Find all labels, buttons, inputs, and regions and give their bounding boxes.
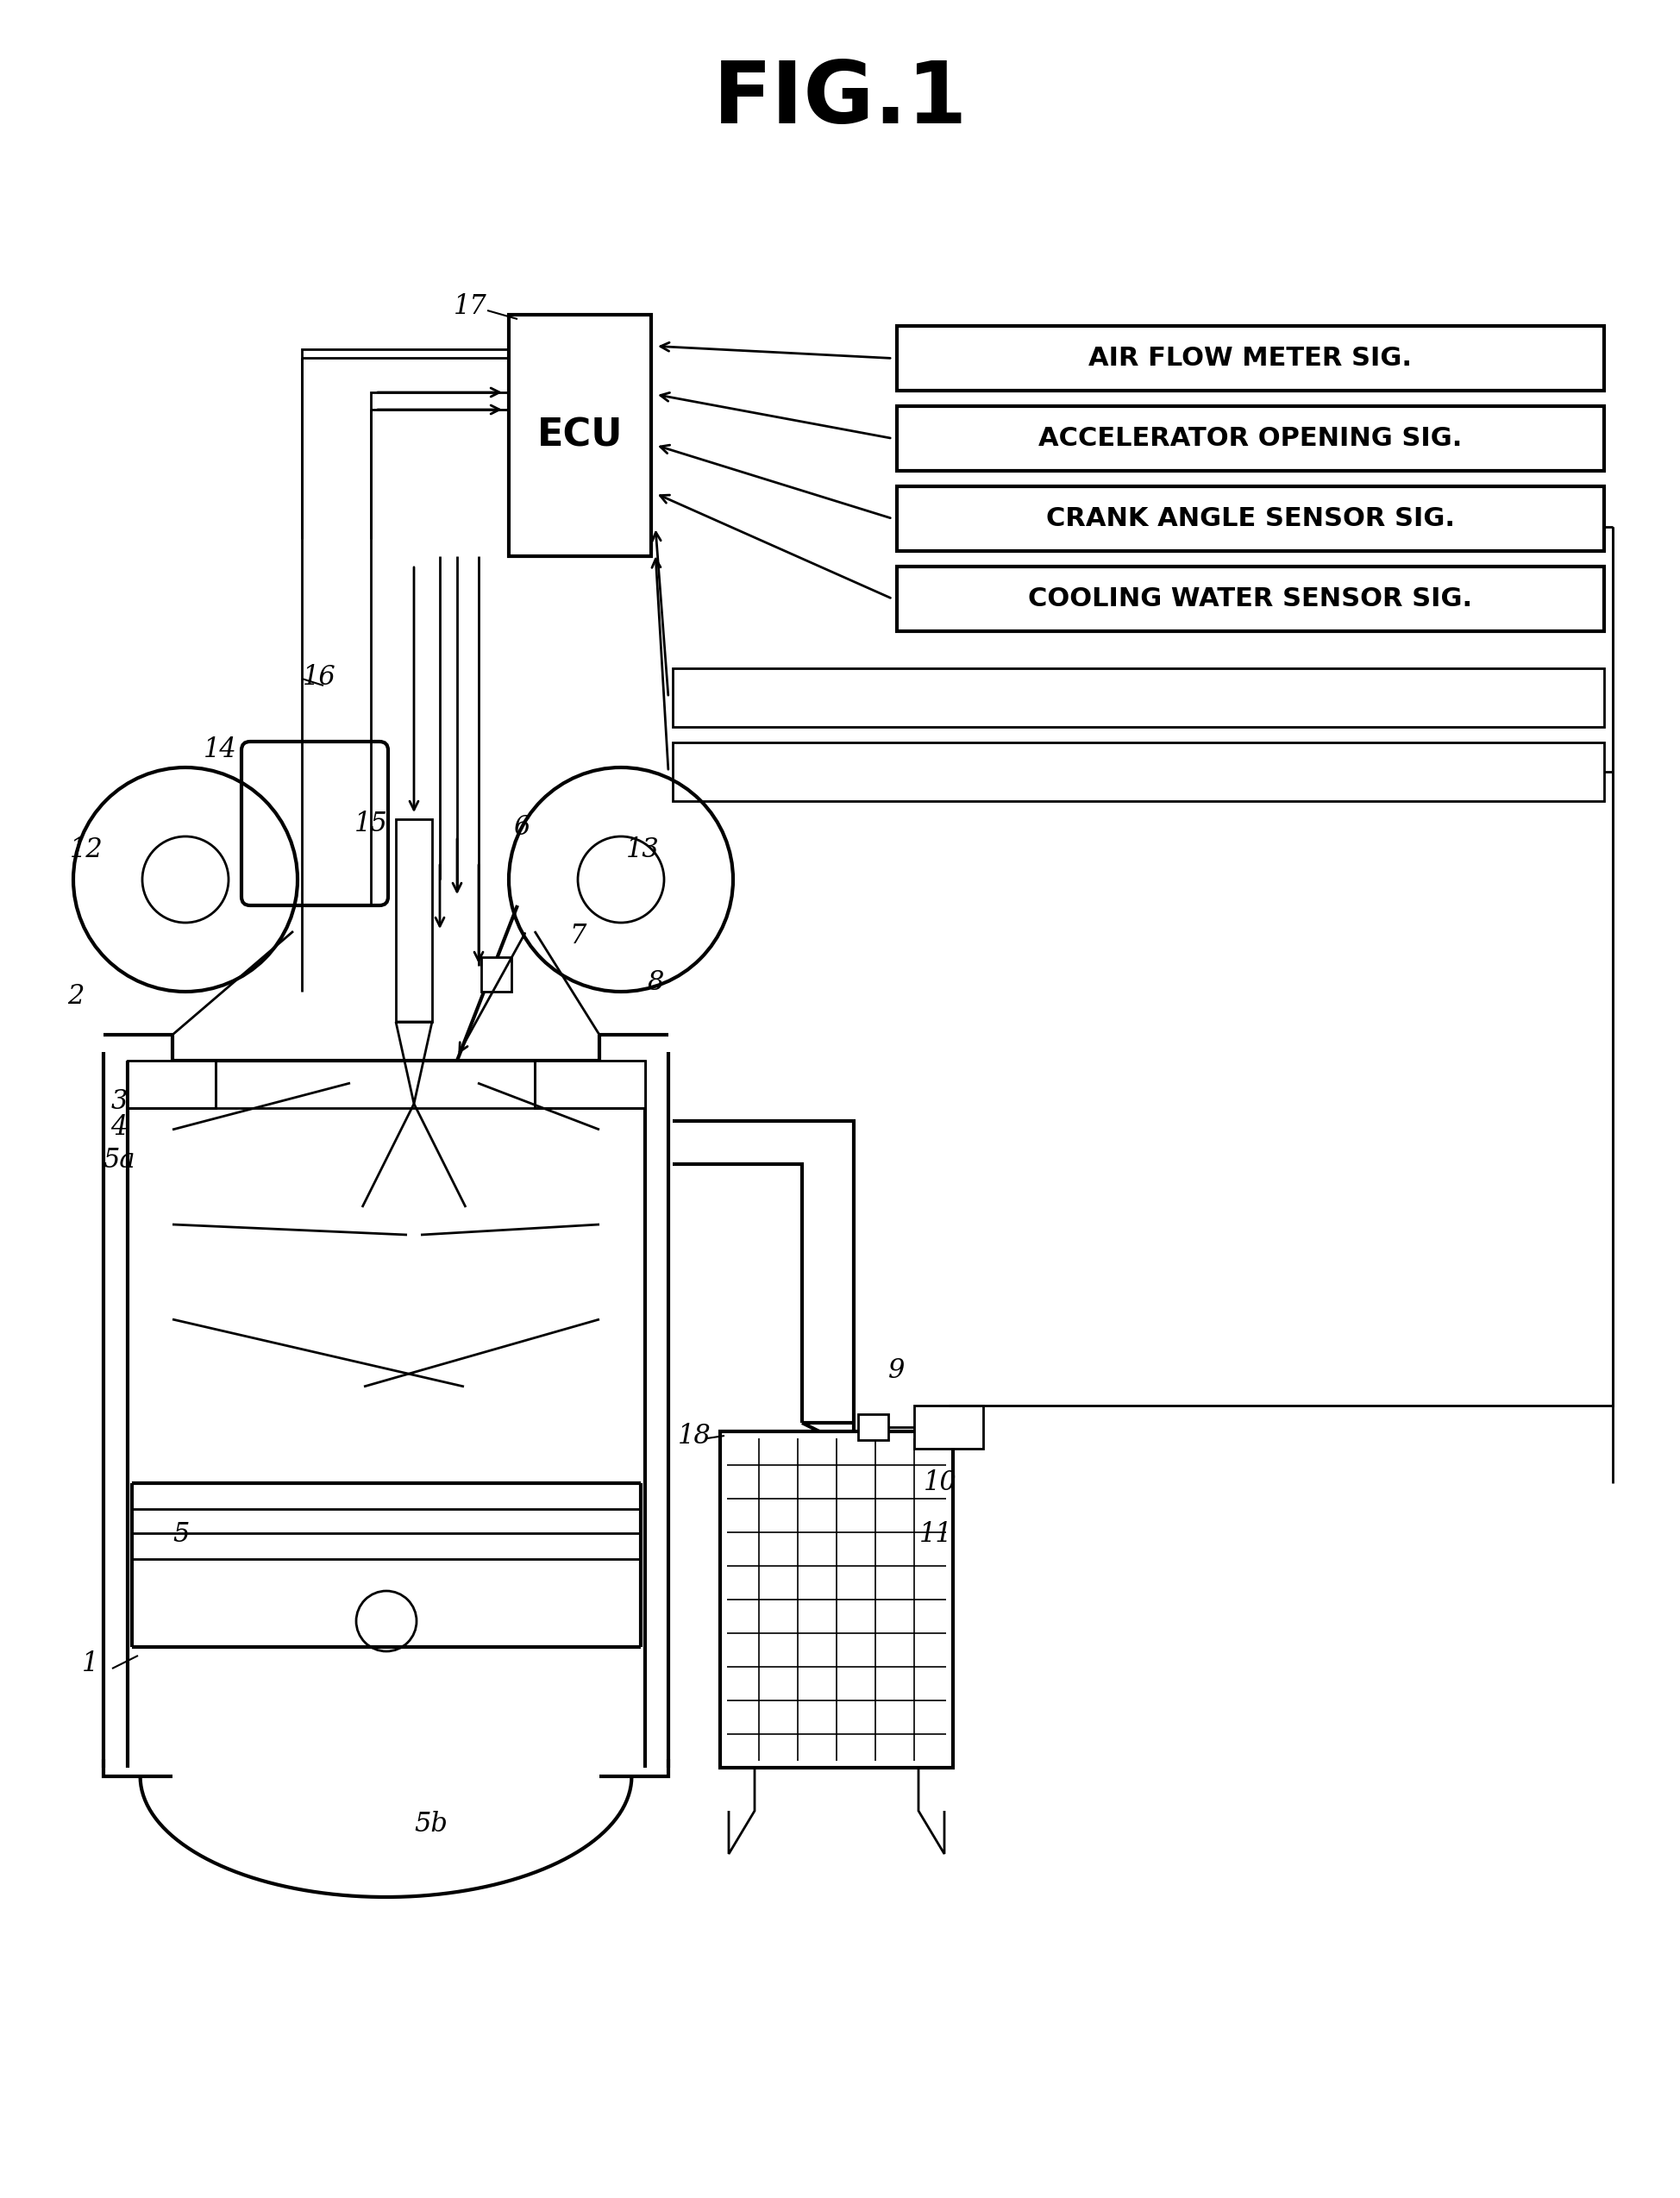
Bar [534, 1062, 645, 1108]
Text: 13: 13 [625, 835, 659, 864]
Text: 7: 7 [570, 923, 586, 950]
Text: 18: 18 [677, 1422, 711, 1448]
Text: 14: 14 [203, 736, 237, 763]
Text: 9: 9 [889, 1358, 906, 1385]
Text: 15: 15 [354, 811, 388, 837]
Bar [858, 1413, 889, 1440]
Text: 4: 4 [111, 1114, 128, 1141]
Text: 11: 11 [919, 1521, 953, 1547]
Bar [897, 567, 1604, 631]
Text: 17: 17 [454, 292, 487, 319]
Text: 1: 1 [82, 1651, 99, 1677]
Bar [672, 743, 1604, 800]
Bar [914, 1405, 983, 1448]
Text: 2: 2 [67, 983, 84, 1009]
Text: ECU: ECU [538, 418, 623, 455]
Bar [509, 314, 652, 556]
Text: 3: 3 [111, 1088, 128, 1114]
Text: 5: 5 [173, 1521, 190, 1547]
Text: 6: 6 [514, 815, 531, 842]
Bar [721, 1431, 953, 1767]
Text: COOLING WATER SENSOR SIG.: COOLING WATER SENSOR SIG. [1028, 587, 1473, 611]
Bar [897, 407, 1604, 470]
Bar [480, 956, 511, 991]
Text: 16: 16 [302, 664, 336, 690]
Text: 5b: 5b [415, 1811, 449, 1838]
FancyBboxPatch shape [242, 741, 388, 906]
Text: CRANK ANGLE SENSOR SIG.: CRANK ANGLE SENSOR SIG. [1047, 506, 1455, 532]
Text: AIR FLOW METER SIG.: AIR FLOW METER SIG. [1089, 345, 1413, 371]
Bar [897, 325, 1604, 391]
Text: 12: 12 [69, 835, 102, 864]
Text: ACCELERATOR OPENING SIG.: ACCELERATOR OPENING SIG. [1038, 426, 1462, 451]
Text: 8: 8 [647, 969, 664, 996]
Bar [672, 668, 1604, 728]
Text: FIG.1: FIG.1 [712, 57, 968, 141]
Bar [128, 1062, 215, 1108]
Text: 5a: 5a [102, 1147, 134, 1174]
Bar [897, 486, 1604, 552]
Bar [396, 820, 432, 1022]
Text: 10: 10 [924, 1470, 956, 1497]
